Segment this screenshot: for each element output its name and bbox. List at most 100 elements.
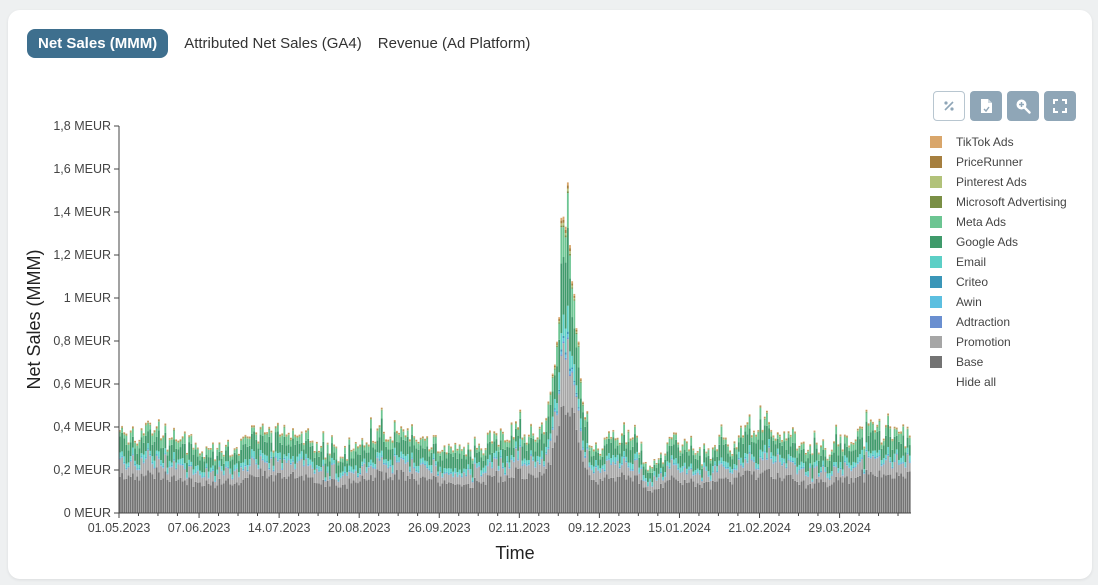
bar-segment [802, 467, 805, 469]
hide-all-link[interactable]: Hide all [956, 375, 997, 389]
bar-segment [636, 435, 638, 437]
bar-segment [160, 479, 162, 513]
bar-segment [634, 434, 636, 454]
bar-segment [828, 479, 831, 486]
bar-segment [155, 454, 158, 456]
bar-segment [123, 456, 126, 463]
zoom-button[interactable] [1007, 91, 1039, 121]
bar-segment [235, 447, 238, 448]
percent-button[interactable] [933, 91, 965, 121]
bar-segment [733, 442, 736, 443]
legend-item[interactable]: Adtraction [930, 312, 1067, 332]
bar-segment [813, 467, 816, 484]
bar-segment [523, 435, 526, 437]
bar-segment [770, 458, 773, 459]
bar-segment [119, 476, 121, 513]
bar-segment [880, 443, 883, 445]
bar-segment [750, 458, 753, 460]
bar-segment [281, 468, 284, 470]
bar-segment [175, 441, 178, 449]
bar-segment [597, 470, 600, 485]
bar-segment [614, 457, 617, 464]
bar-segment [800, 443, 803, 445]
bar-segment [902, 424, 905, 425]
bar-segment [404, 436, 407, 438]
bar-segment [214, 459, 217, 461]
bar-segment [266, 433, 268, 434]
bar-segment [729, 456, 732, 467]
bar-segment [789, 434, 792, 436]
tab-net-sales-mmm[interactable]: Net Sales (MMM) [27, 29, 169, 58]
bar-segment [385, 463, 387, 464]
bar-segment [861, 428, 864, 429]
bar-segment [257, 443, 260, 449]
bar-segment [155, 427, 158, 428]
legend-item[interactable]: Google Ads [930, 232, 1067, 252]
legend-item[interactable]: PriceRunner [930, 152, 1067, 172]
bar-segment [631, 438, 634, 440]
bar-segment [794, 463, 796, 465]
bar-segment [515, 448, 517, 468]
bar-segment [389, 449, 392, 460]
bar-segment [380, 408, 383, 410]
bar-segment [495, 439, 498, 451]
bar-segment [662, 479, 664, 481]
bar-segment [768, 445, 770, 447]
bar-segment [333, 445, 336, 446]
bar-segment [716, 481, 719, 513]
bar-segment [383, 441, 385, 460]
export-button[interactable] [970, 91, 1002, 121]
bar-segment [878, 455, 881, 457]
legend-item[interactable]: Criteo [930, 272, 1067, 292]
bar-segment [417, 473, 420, 485]
bar-segment [192, 447, 195, 449]
bar-segment [774, 440, 777, 445]
tab-revenue-ad-platform[interactable]: Revenue (Ad Platform) [377, 35, 531, 52]
bar-segment [298, 453, 301, 460]
bar-segment [465, 459, 468, 470]
bar-segment [724, 443, 727, 462]
bar-segment [393, 422, 396, 433]
bar-segment [281, 434, 284, 435]
bar-segment [880, 477, 883, 513]
bar-segment [813, 437, 816, 463]
bar-segment [493, 431, 496, 432]
bar-segment [605, 438, 608, 439]
tab-attributed-net-sales-ga4[interactable]: Attributed Net Sales (GA4) [184, 35, 362, 52]
y-tick-label: 0,2 MEUR [53, 463, 111, 477]
bar-segment [625, 460, 628, 462]
bar-segment [597, 448, 600, 450]
bar-segment [813, 483, 816, 513]
bar-segment [216, 449, 219, 456]
legend-item[interactable]: Base [930, 352, 1067, 372]
bar-segment [742, 466, 745, 468]
bar-segment [395, 470, 398, 513]
legend-item[interactable]: Email [930, 252, 1067, 272]
bar-segment [424, 464, 426, 466]
bar-segment [634, 427, 636, 435]
legend-item[interactable]: Meta Ads [930, 212, 1067, 232]
bar-segment [586, 411, 589, 413]
bar-segment [499, 429, 502, 431]
bar-segment [584, 467, 587, 513]
legend-item[interactable]: TikTok Ads [930, 132, 1067, 152]
bar-segment [374, 469, 377, 478]
bar-segment [136, 445, 139, 446]
bar-segment [186, 462, 188, 473]
bar-segment [437, 471, 439, 475]
bar-segment [872, 456, 874, 475]
legend-item[interactable]: Pinterest Ads [930, 172, 1067, 192]
bar-segment [497, 445, 500, 447]
bar-segment [521, 464, 524, 466]
fullscreen-button[interactable] [1044, 91, 1076, 121]
bar-segment [586, 421, 589, 444]
bar-segment [121, 426, 123, 428]
legend-item[interactable]: Microsoft Advertising [930, 192, 1067, 212]
bar-segment [417, 471, 420, 473]
bar-segment [698, 484, 701, 513]
bar-segment [389, 436, 392, 438]
legend-item[interactable]: Awin [930, 292, 1067, 312]
bar-segment [175, 462, 178, 468]
bar-segment [326, 472, 329, 481]
legend-item[interactable]: Promotion [930, 332, 1067, 352]
